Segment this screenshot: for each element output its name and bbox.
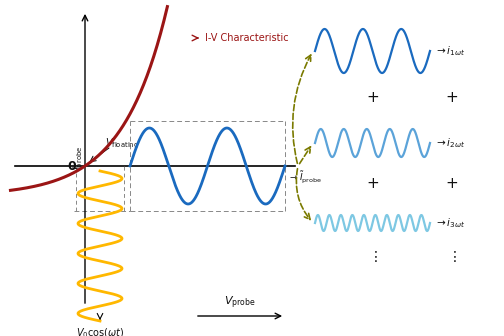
Text: $\rightarrow i_{3\omega t}$: $\rightarrow i_{3\omega t}$ [434,216,465,230]
Text: $+$: $+$ [366,89,379,104]
Text: $\vdots$: $\vdots$ [368,249,377,263]
Text: $\rightarrow\tilde{I}_{\rm probe}$: $\rightarrow\tilde{I}_{\rm probe}$ [288,169,322,185]
Text: $\rightarrow i_{2\omega t}$: $\rightarrow i_{2\omega t}$ [434,136,465,150]
Text: $+$: $+$ [446,89,459,104]
Text: $\boldsymbol{0}$: $\boldsymbol{0}$ [67,160,77,172]
Text: I-V Characteristic: I-V Characteristic [205,33,289,43]
Text: $\vdots$: $\vdots$ [447,249,457,263]
Text: $V_{\rm floating}$: $V_{\rm floating}$ [105,137,139,151]
Text: $+$: $+$ [366,175,379,191]
Text: $+$: $+$ [446,175,459,191]
Text: $V_0\cos(\omega t)$: $V_0\cos(\omega t)$ [76,326,124,336]
Text: $V_{\rm probe}$: $V_{\rm probe}$ [224,295,256,311]
Text: $I_{\rm probe}$: $I_{\rm probe}$ [72,146,86,170]
Text: $\rightarrow i_{1\omega t}$: $\rightarrow i_{1\omega t}$ [434,44,465,58]
